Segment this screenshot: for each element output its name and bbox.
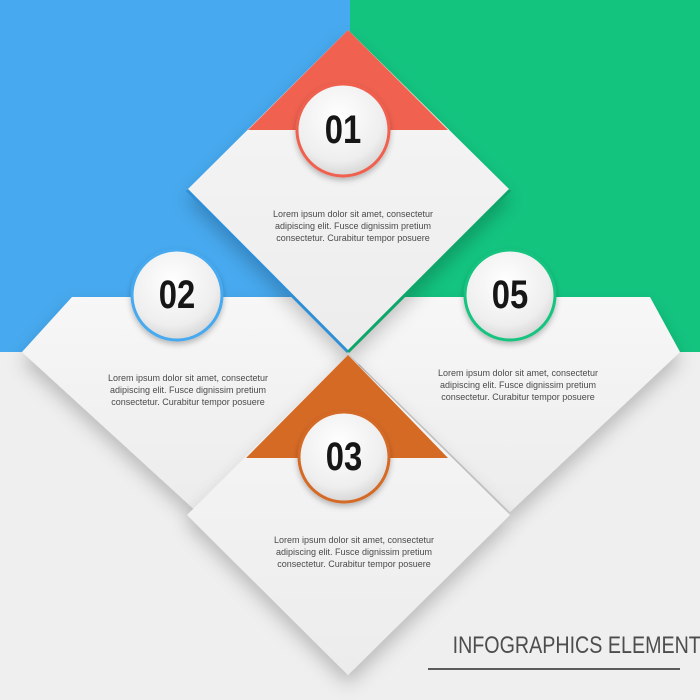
footer-underline (428, 668, 680, 670)
step-01-line-1: Lorem ipsum dolor sit amet, consectetur (272, 209, 434, 219)
step-05-description: Lorem ipsum dolor sit amet, consectetur … (418, 367, 618, 403)
step-01-ball (295, 82, 391, 178)
step-03-line-3: consectetur. Curabitur tempor posuere (277, 559, 431, 569)
step-05-line-3: consectetur. Curabitur tempor posuere (441, 392, 595, 402)
step-01-description: Lorem ipsum dolor sit amet, consectetur … (253, 208, 453, 244)
step-02-number: 02 (158, 273, 196, 317)
footer-title: INFOGRAPHICS ELEMENTS (452, 632, 700, 659)
step-05-line-1: Lorem ipsum dolor sit amet, consectetur (437, 368, 599, 378)
step-05-number: 05 (491, 273, 529, 317)
step-02-description: Lorem ipsum dolor sit amet, consectetur … (88, 372, 288, 408)
step-03-description: Lorem ipsum dolor sit amet, consectetur … (254, 534, 454, 570)
step-01-line-3: consectetur. Curabitur tempor posuere (276, 233, 430, 243)
step-05-line-2: adipiscing elit. Fusce dignissim pretium (439, 380, 597, 390)
step-01-green-edge (346, 188, 512, 354)
step-01-accent (248, 30, 448, 130)
step-02-line-1: Lorem ipsum dolor sit amet, consectetur (107, 373, 269, 383)
step-01-blue-edge (185, 188, 350, 354)
step-02-line-3: consectetur. Curabitur tempor posuere (111, 397, 265, 407)
step-03-panel (187, 355, 510, 675)
step-03-line-1: Lorem ipsum dolor sit amet, consectetur (273, 535, 435, 545)
step-01-number: 01 (324, 108, 362, 152)
step-03-number: 03 (325, 435, 363, 479)
step-05-ball (463, 248, 557, 342)
step-02-ball (130, 248, 224, 342)
step-03-ball (297, 410, 391, 504)
step-01-line-2: adipiscing elit. Fusce dignissim pretium (274, 221, 432, 231)
step-02-line-2: adipiscing elit. Fusce dignissim pretium (109, 385, 267, 395)
step-03-accent (246, 355, 448, 458)
step-05-panel (347, 297, 680, 512)
step-02-panel (22, 297, 372, 512)
step-03-line-2: adipiscing elit. Fusce dignissim pretium (275, 547, 433, 557)
